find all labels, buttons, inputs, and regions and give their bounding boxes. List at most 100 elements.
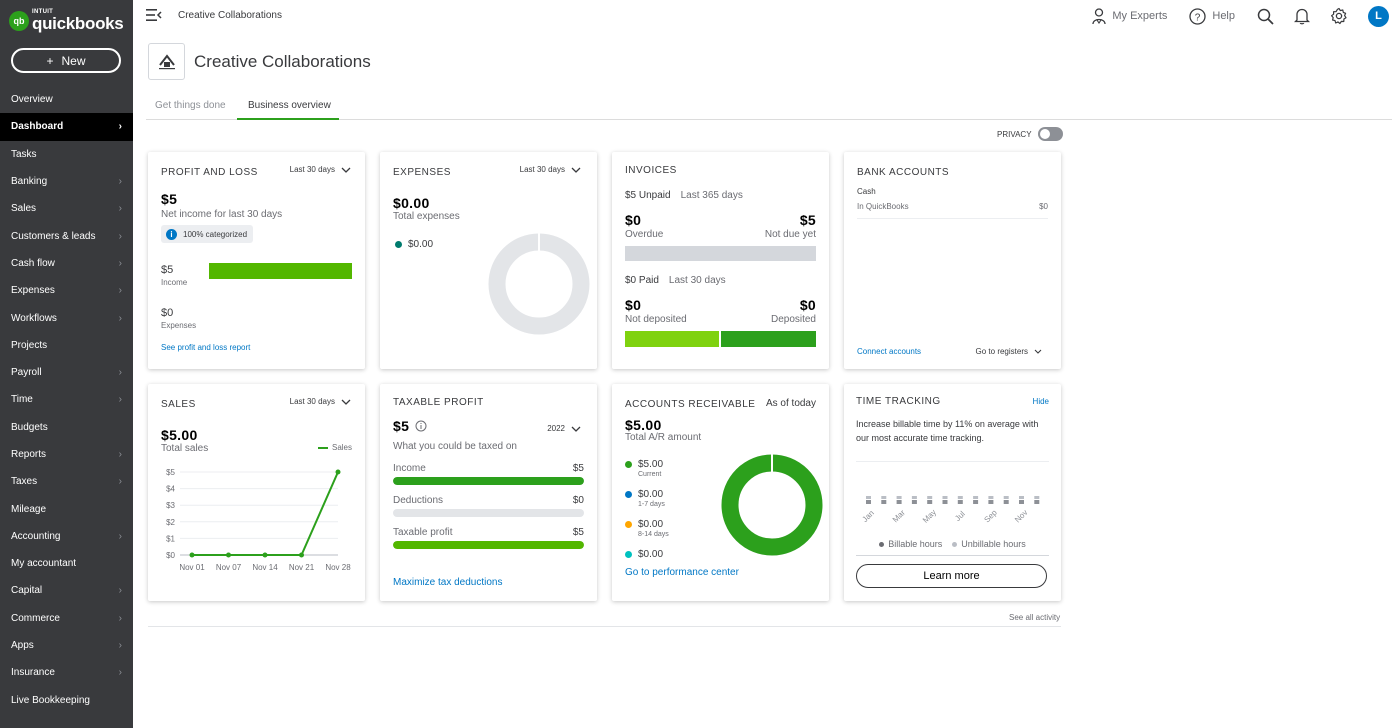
sales-point[interactable] xyxy=(335,469,341,475)
new-button[interactable]: + New xyxy=(11,48,121,73)
sales-point[interactable] xyxy=(262,552,268,558)
registers-label: Go to registers xyxy=(975,347,1028,356)
period-label: Last 30 days xyxy=(289,165,335,174)
overdue-value: $0 xyxy=(625,212,642,228)
tax-row-bar[interactable] xyxy=(393,509,584,517)
time-tracking-legend: Billable hours Unbillable hours xyxy=(844,539,1061,549)
sidebar-item-my-accountant[interactable]: My accountant xyxy=(0,550,133,577)
legend-dot xyxy=(625,551,632,558)
chevron-down-icon xyxy=(341,167,351,173)
performance-center-link[interactable]: Go to performance center xyxy=(625,567,739,578)
sidebar-item-cash-flow[interactable]: Cash flow › xyxy=(0,250,133,277)
sidebar-item-dashboard[interactable]: Dashboard › xyxy=(0,113,133,141)
sales-point[interactable] xyxy=(189,552,195,558)
period-dropdown[interactable]: Last 30 days xyxy=(290,397,351,406)
learn-more-button[interactable]: Learn more xyxy=(856,564,1047,588)
profit-loss-report-link[interactable]: See profit and loss report xyxy=(161,343,251,352)
sidebar-item-customers-leads[interactable]: Customers & leads › xyxy=(0,222,133,249)
sidebar-item-label: Projects xyxy=(11,339,48,351)
sidebar-item-label: Customers & leads xyxy=(11,230,96,242)
sales-point[interactable] xyxy=(226,552,231,558)
ar-item-value: $0.00 xyxy=(638,549,664,560)
sales-legend: Sales xyxy=(317,443,352,452)
collapse-menu-icon[interactable] xyxy=(146,8,162,22)
sidebar-item-banking[interactable]: Banking › xyxy=(0,168,133,195)
sidebar-item-time[interactable]: Time › xyxy=(0,386,133,413)
my-experts-link[interactable]: My Experts xyxy=(1092,7,1167,25)
go-to-registers-dropdown[interactable]: Go to registers xyxy=(976,347,1042,356)
hide-link[interactable]: Hide xyxy=(1032,397,1049,406)
sidebar-item-taxes[interactable]: Taxes › xyxy=(0,468,133,495)
bank-account-row[interactable]: Cash In QuickBooks $0 xyxy=(857,187,1048,219)
legend-label: Sales xyxy=(331,443,352,452)
sidebar-item-commerce[interactable]: Commerce › xyxy=(0,605,133,632)
sales-point[interactable] xyxy=(299,552,304,558)
sidebar-item-label: Live Bookkeeping xyxy=(11,694,90,706)
notifications-button[interactable] xyxy=(1294,7,1310,25)
sales-total-label: Total sales xyxy=(161,443,209,454)
chevron-right-icon: › xyxy=(118,530,122,542)
sidebar-item-label: Expenses xyxy=(11,285,55,297)
tax-row-bar[interactable] xyxy=(393,541,584,549)
company-logo[interactable] xyxy=(148,43,185,80)
unbillable-bar xyxy=(1003,496,1009,499)
taxable-profit-header: $5 xyxy=(393,418,427,434)
period-dropdown[interactable]: Last 30 days xyxy=(520,165,581,174)
sidebar-item-mileage[interactable]: Mileage xyxy=(0,495,133,522)
sidebar-item-tasks[interactable]: Tasks xyxy=(0,141,133,168)
ar-total-label: Total A/R amount xyxy=(625,432,702,443)
connect-accounts-link[interactable]: Connect accounts xyxy=(857,347,922,356)
chevron-right-icon: › xyxy=(118,121,122,133)
expenses-donut-chart[interactable] xyxy=(487,232,591,336)
paid-header: $0 Paid Last 30 days xyxy=(625,275,726,286)
user-avatar[interactable]: L xyxy=(1368,5,1389,27)
donut-slice-current[interactable] xyxy=(721,454,823,556)
sidebar-item-budgets[interactable]: Budgets xyxy=(0,414,133,441)
settings-button[interactable] xyxy=(1330,7,1348,25)
sidebar-item-payroll[interactable]: Payroll › xyxy=(0,359,133,386)
chevron-right-icon: › xyxy=(118,667,122,679)
not-due-label: Not due yet xyxy=(764,229,816,240)
quickbooks-logo[interactable]: qb INTUIT quickbooks xyxy=(9,9,124,32)
sidebar-item-expenses[interactable]: Expenses › xyxy=(0,277,133,304)
x-tick-label: Nov 28 xyxy=(325,563,351,572)
sidebar-item-insurance[interactable]: Insurance › xyxy=(0,659,133,686)
tax-row-bar[interactable] xyxy=(393,477,584,485)
period-dropdown[interactable]: Last 30 days xyxy=(290,165,351,174)
tab-get-things-done[interactable]: Get things done xyxy=(155,100,226,111)
help-link[interactable]: ? Help xyxy=(1189,7,1235,25)
sidebar-item-apps[interactable]: Apps › xyxy=(0,632,133,659)
categorized-badge[interactable]: i 100% categorized xyxy=(161,225,254,243)
see-all-activity-link[interactable]: See all activity xyxy=(1009,613,1061,622)
year-dropdown[interactable]: 2022 xyxy=(547,424,581,433)
sidebar-item-projects[interactable]: Projects xyxy=(0,332,133,359)
sidebar-item-workflows[interactable]: Workflows › xyxy=(0,304,133,331)
sidebar-item-accounting[interactable]: Accounting › xyxy=(0,523,133,550)
sidebar-item-label: Sales xyxy=(11,203,37,215)
unpaid-bar[interactable] xyxy=(625,246,816,261)
sidebar-item-sales[interactable]: Sales › xyxy=(0,195,133,222)
ar-donut-chart[interactable] xyxy=(720,453,824,557)
sales-line-chart[interactable]: $0 $1 $2 $3 $4 $5 Nov 01 Nov 07 Nov 14 Nov 21 Nov … xyxy=(148,460,365,578)
tab-business-overview[interactable]: Business overview xyxy=(248,100,331,111)
sidebar-item-overview[interactable]: Overview xyxy=(0,86,133,113)
ar-item-label: 1-7 days xyxy=(638,501,665,508)
ar-legend-item: $5.00 Current xyxy=(625,459,669,489)
sidebar-item-live-bookkeeping[interactable]: Live Bookkeeping xyxy=(0,687,133,714)
not-due-value: $5 xyxy=(799,212,816,228)
ar-legend-item: $0.00 8-14 days xyxy=(625,519,669,549)
billable-bar xyxy=(1034,500,1040,504)
privacy-toggle[interactable] xyxy=(1037,127,1063,141)
maximize-tax-deductions-link[interactable]: Maximize tax deductions xyxy=(393,577,503,588)
deposited-bar[interactable] xyxy=(721,331,816,347)
not-deposited-label: Not deposited xyxy=(625,314,687,325)
search-button[interactable] xyxy=(1257,8,1274,25)
taxable-profit-subtitle: What you could be taxed on xyxy=(393,441,517,452)
sidebar-item-reports[interactable]: Reports › xyxy=(0,441,133,468)
sidebar-item-capital[interactable]: Capital › xyxy=(0,577,133,604)
expenses-value: $0 xyxy=(161,307,174,319)
taxable-profit-breakdown: Income $5 Deductions $0 Taxable profit $5 xyxy=(393,463,584,559)
info-icon[interactable] xyxy=(415,420,427,432)
income-bar-track[interactable] xyxy=(209,263,352,279)
not-deposited-bar[interactable] xyxy=(625,331,719,347)
